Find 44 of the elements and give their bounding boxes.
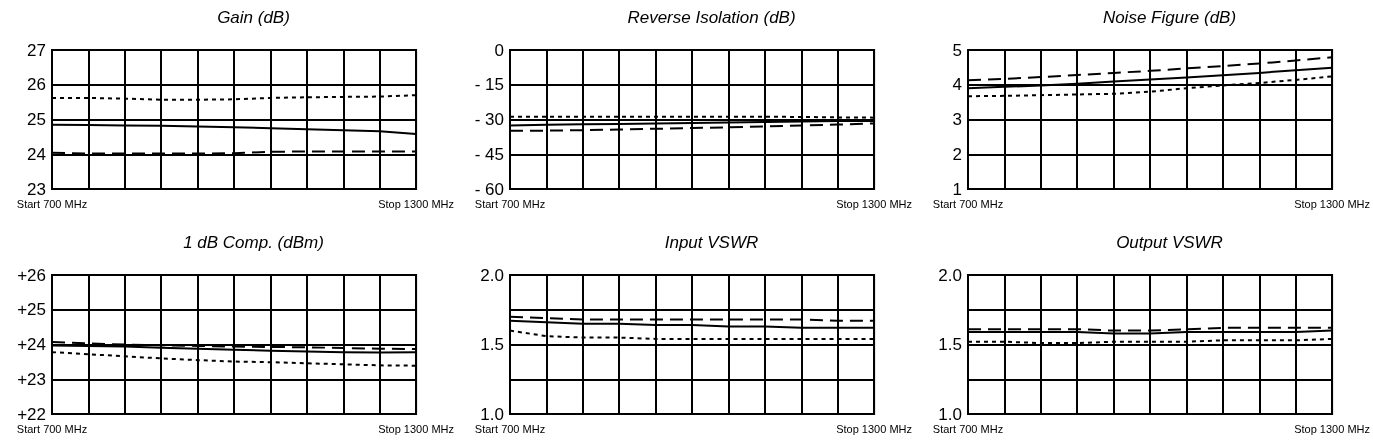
y-tick-label: 1.5 [938, 335, 962, 354]
y-tick-label: - 30 [474, 110, 504, 129]
y-tick-label: - 45 [474, 144, 504, 164]
x-tick-label: Stop 1300 MHz [378, 422, 454, 435]
y-tick-label: 2.0 [480, 265, 504, 285]
y-tick-label: 2.0 [938, 265, 962, 285]
y-tick-label: 26 [27, 75, 46, 95]
y-tick-label: 1.5 [480, 335, 504, 354]
y-tick-label: 25 [27, 110, 46, 129]
y-tick-label: 5 [952, 40, 962, 60]
chart-title: 1 dB Comp. (dBm) [183, 233, 324, 252]
y-tick-label: +23 [17, 369, 46, 389]
y-tick-label: - 60 [474, 179, 504, 199]
y-tick-label: 24 [27, 144, 46, 164]
x-tick-label: Stop 1300 MHz [836, 197, 912, 210]
y-tick-label: +25 [17, 300, 46, 320]
chart-title: Gain (dB) [217, 8, 290, 27]
y-tick-label: 1.0 [480, 404, 504, 424]
y-tick-label: 1.0 [938, 404, 962, 424]
x-tick-label: Stop 1300 MHz [836, 422, 912, 435]
x-tick-label: Stop 1300 MHz [1294, 422, 1370, 435]
y-tick-label: 0 [494, 40, 504, 60]
x-tick-label: Start 700 MHz [932, 422, 1004, 435]
y-tick-label: 2 [952, 144, 962, 164]
y-tick-label: 3 [952, 110, 962, 129]
chart-title: Output VSWR [1116, 233, 1223, 252]
x-tick-label: Start 700 MHz [474, 422, 546, 435]
y-tick-label: +22 [17, 404, 46, 424]
x-tick-label: Start 700 MHz [16, 197, 88, 210]
x-tick-label: Start 700 MHz [474, 197, 546, 210]
x-tick-label: Start 700 MHz [932, 197, 1004, 210]
chart-title: Reverse Isolation (dB) [627, 8, 796, 27]
y-tick-label: +26 [17, 265, 46, 285]
x-tick-label: Start 700 MHz [16, 422, 88, 435]
y-tick-label: 1 [952, 179, 962, 199]
chart-title: Noise Figure (dB) [1102, 8, 1237, 27]
y-tick-label: +24 [17, 335, 46, 354]
y-tick-label: 4 [952, 75, 962, 95]
x-tick-label: Stop 1300 MHz [378, 197, 454, 210]
y-tick-label: 27 [27, 40, 46, 60]
y-tick-label: - 15 [474, 75, 504, 95]
chart-title: Input VSWR [664, 233, 759, 252]
y-tick-label: 23 [27, 179, 46, 199]
x-tick-label: Stop 1300 MHz [1294, 197, 1370, 210]
